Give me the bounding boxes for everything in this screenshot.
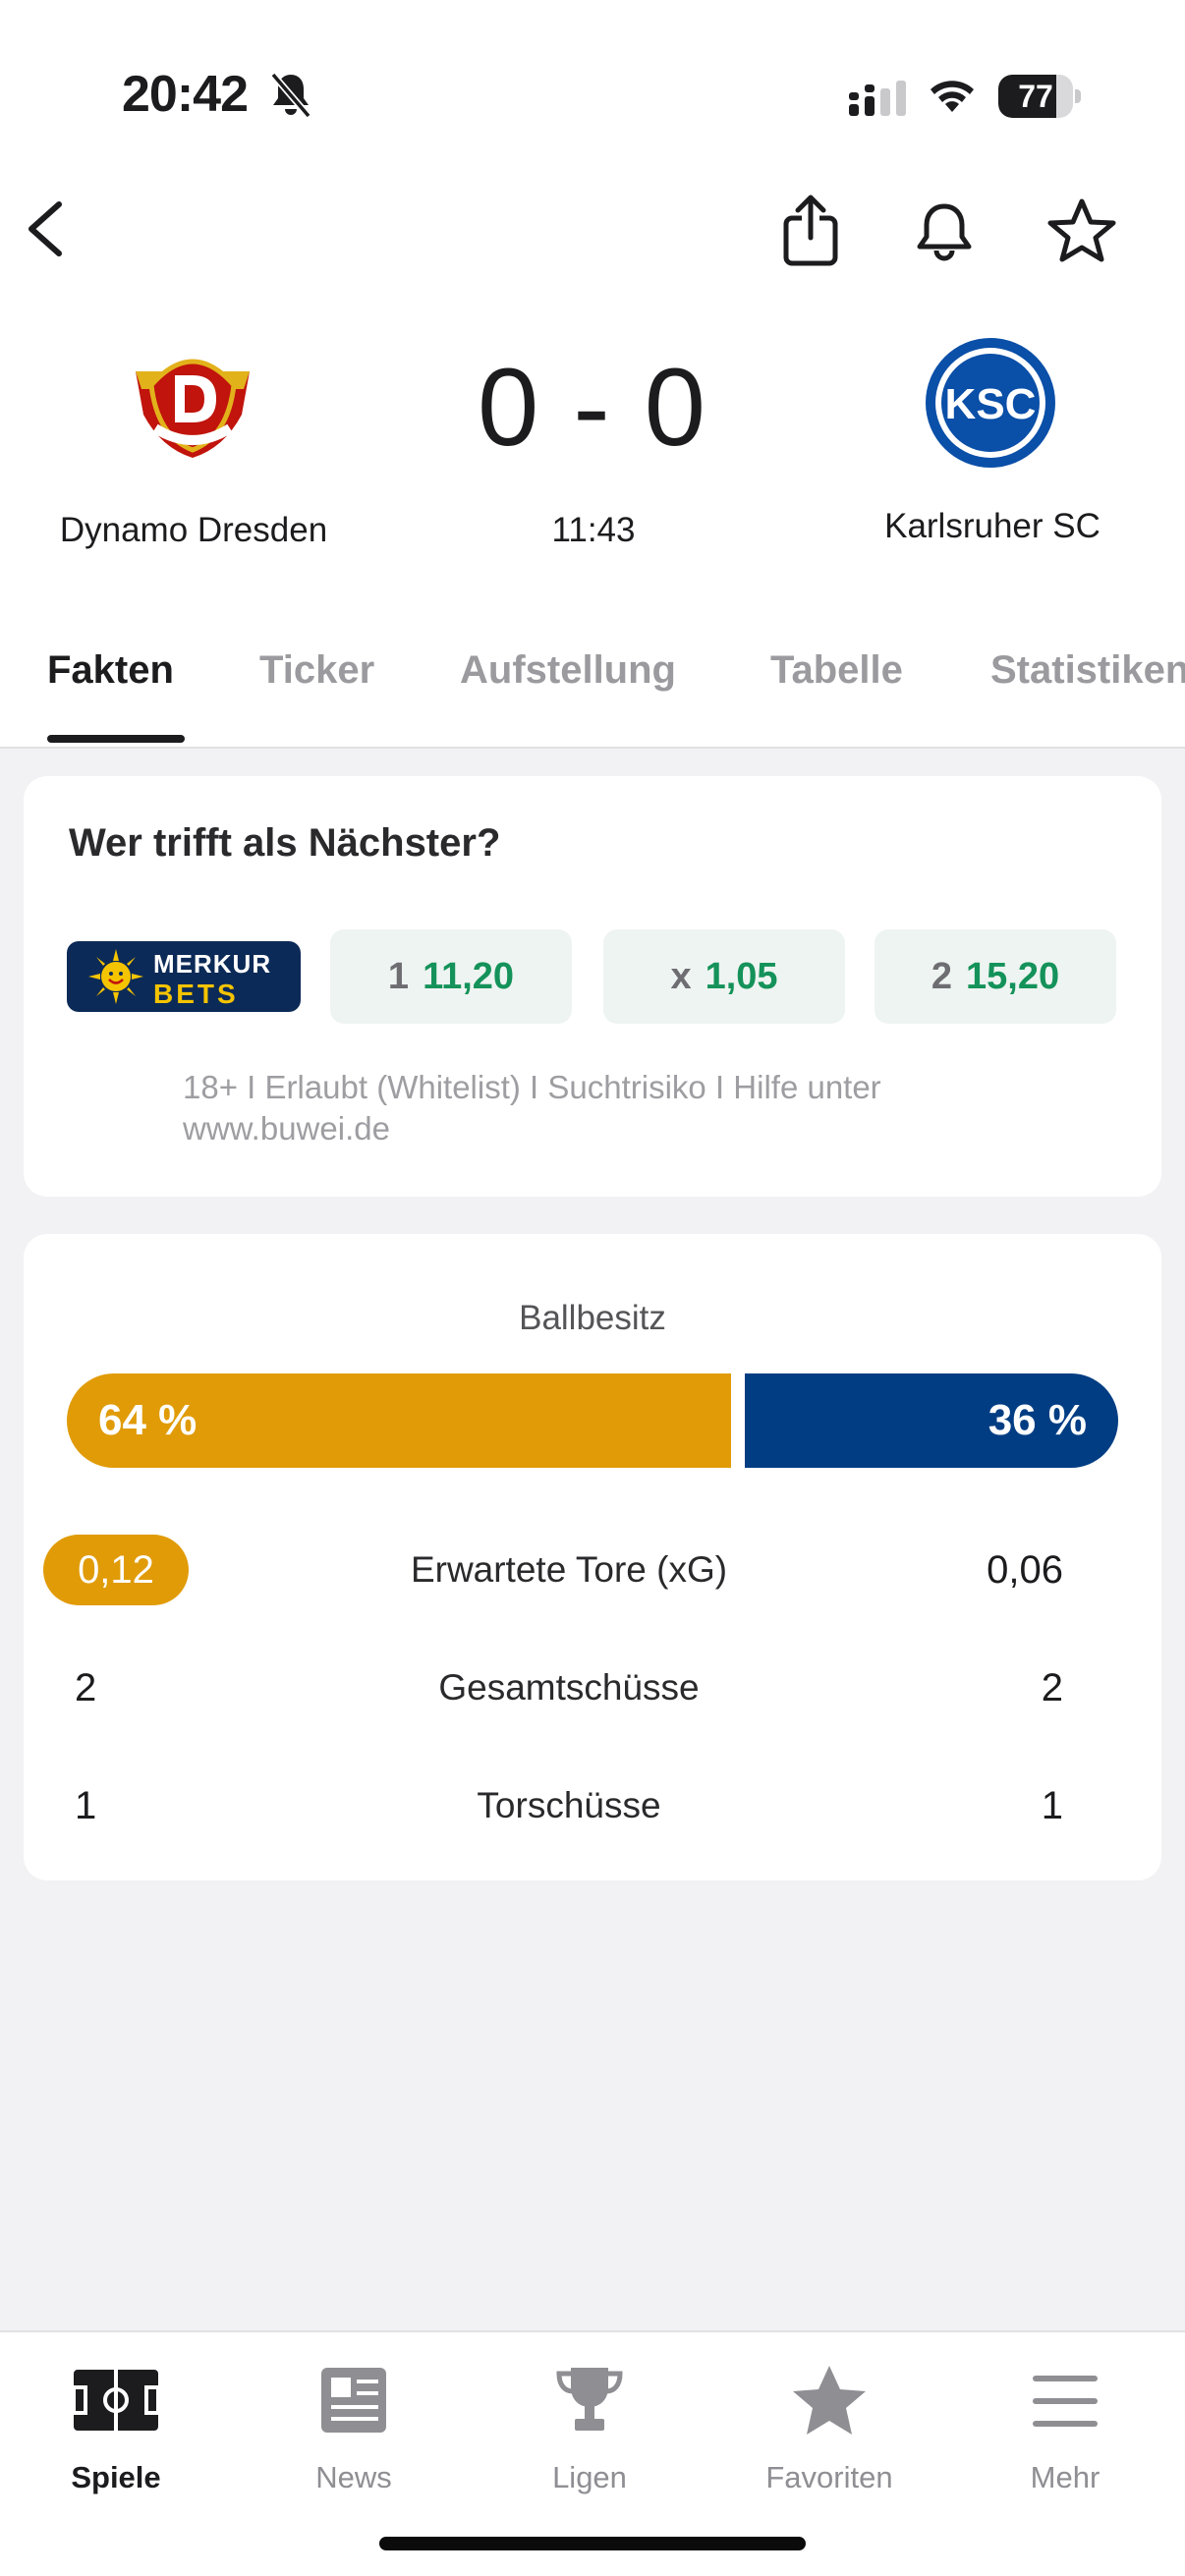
active-tab-indicator [47, 735, 185, 743]
sun-icon [88, 949, 143, 1004]
tab-tabelle[interactable]: Tabelle [770, 648, 903, 692]
trophy-icon [556, 2368, 623, 2431]
nav-label: Mehr [1030, 2460, 1100, 2494]
tab-statistiken[interactable]: Statistiken [990, 648, 1185, 692]
nav-favoriten[interactable]: Favoriten [741, 2354, 918, 2501]
bottom-tab-bar: Spiele News Ligen [0, 2330, 1185, 2576]
header-area: 20:42 77 [0, 0, 1185, 749]
away-team-name[interactable]: Karlsruher SC [884, 507, 1100, 545]
stat-home-value: 2 [75, 1666, 97, 1709]
wifi-icon [931, 81, 974, 112]
stat-home-value: 0,12 [43, 1535, 189, 1605]
share-button[interactable] [776, 193, 845, 267]
stat-away-value: 0,06 [987, 1548, 1063, 1592]
menu-icon [1033, 2376, 1098, 2427]
status-time: 20:42 [122, 66, 249, 123]
possession-away: 36 % [745, 1373, 1118, 1468]
bookmaker-logo[interactable]: MERKUR BETS [67, 941, 301, 1012]
stat-row-xg: 0,12 Erwartete Tore (xG) 0,06 [43, 1535, 1095, 1605]
bell-muted-icon [270, 72, 311, 119]
battery-level: 77 [1018, 79, 1053, 114]
stats-card: Ballbesitz 64 % 36 % [24, 1234, 1161, 1880]
star-icon [793, 2366, 866, 2435]
home-team-logo[interactable] [126, 346, 259, 464]
odds-button-away[interactable]: 2 15,20 [875, 929, 1116, 1024]
stat-away-value: 1 [1041, 1784, 1063, 1827]
stat-label: Gesamtschüsse [438, 1667, 700, 1708]
stat-away-value: 2 [1041, 1666, 1063, 1709]
battery-indicator: 77 [998, 75, 1081, 118]
tab-fakten[interactable]: Fakten [47, 648, 174, 692]
nav-mehr[interactable]: Mehr [977, 2354, 1154, 2501]
stat-row-total-shots: 2 Gesamtschüsse 2 [43, 1652, 1095, 1723]
home-indicator [379, 2537, 806, 2550]
stat-row-shots-on-target: 1 Torschüsse 1 [43, 1770, 1095, 1841]
match-time: 11:43 [551, 511, 636, 549]
next-goal-card: Wer trifft als Nächster? MERKUR BETS 1 11… [24, 776, 1161, 1197]
pitch-icon [72, 2370, 160, 2431]
nav-ligen[interactable]: Ligen [501, 2354, 678, 2501]
favorite-star-button[interactable] [1045, 196, 1118, 265]
nav-label: Ligen [552, 2460, 627, 2494]
gambling-disclaimer: 18+ I Erlaubt (Whitelist) I Suchtrisiko … [183, 1069, 881, 1147]
odds-button-home[interactable]: 1 11,20 [330, 929, 572, 1024]
stat-label: Erwartete Tore (xG) [410, 1549, 728, 1590]
stat-label: Torschüsse [477, 1785, 661, 1825]
nav-label: Favoriten [765, 2460, 893, 2494]
match-score: 0 - 0 [477, 346, 708, 469]
away-logo-text: KSC [945, 380, 1037, 428]
nav-label: Spiele [71, 2460, 161, 2494]
possession-bar: 64 % 36 % [67, 1373, 1118, 1468]
possession-label: Ballbesitz [519, 1299, 666, 1337]
stat-home-value: 1 [75, 1784, 97, 1827]
nav-news[interactable]: News [265, 2354, 442, 2501]
back-button[interactable] [18, 195, 77, 263]
away-team-logo[interactable]: KSC [924, 336, 1057, 470]
newspaper-icon [321, 2368, 386, 2433]
bookmaker-name-line1: MERKUR [153, 949, 272, 979]
nav-label: News [315, 2460, 392, 2494]
next-goal-title: Wer trifft als Nächster? [69, 821, 501, 865]
nav-spiele[interactable]: Spiele [28, 2354, 204, 2501]
odds-button-draw[interactable]: x 1,05 [603, 929, 845, 1024]
bookmaker-name-line2: BETS [153, 979, 239, 1009]
tab-aufstellung[interactable]: Aufstellung [460, 648, 676, 692]
home-team-name[interactable]: Dynamo Dresden [59, 511, 328, 549]
notification-bell-button[interactable] [910, 198, 979, 267]
cellular-signal-icon [849, 81, 906, 116]
possession-home: 64 % [67, 1373, 731, 1468]
match-tabs: Fakten Ticker Aufstellung Tabelle Statis… [0, 639, 1185, 749]
tab-ticker[interactable]: Ticker [259, 648, 375, 692]
